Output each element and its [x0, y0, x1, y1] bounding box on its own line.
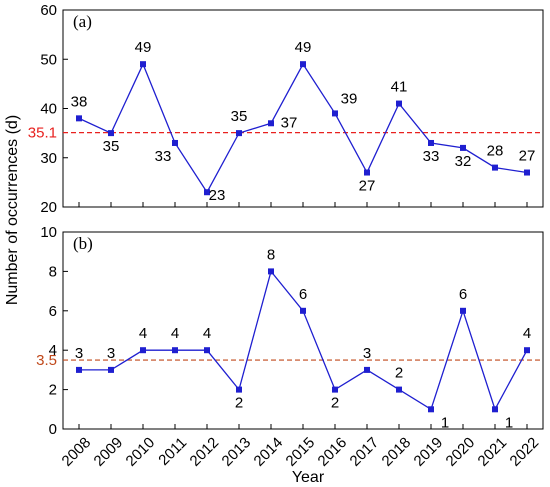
data-point: [268, 120, 274, 127]
data-label: 4: [203, 325, 211, 342]
plot-frame: [62, 231, 544, 430]
x-tick-label: 2022: [507, 434, 543, 470]
data-label: 3: [363, 345, 371, 362]
data-point: [396, 100, 402, 107]
data-label: 1: [441, 414, 449, 431]
data-point: [172, 347, 178, 354]
data-label: 32: [455, 153, 472, 170]
data-point: [140, 347, 146, 354]
data-point: [332, 110, 338, 117]
data-point: [492, 406, 498, 413]
data-point: [204, 189, 210, 196]
data-label: 4: [171, 325, 179, 342]
x-tick-label: 2011: [155, 434, 190, 469]
data-point: [236, 386, 242, 393]
x-tick-label: 2009: [91, 434, 127, 470]
data-point: [300, 61, 306, 68]
y-tick-label: 50: [40, 51, 57, 68]
y-tick-label: 60: [40, 2, 57, 19]
data-label: 3: [75, 345, 83, 362]
data-point: [396, 386, 402, 393]
data-point: [460, 144, 466, 151]
x-tick-label: 2008: [59, 434, 95, 470]
data-point: [428, 406, 434, 413]
data-label: 6: [299, 286, 307, 303]
y-tick-label: 2: [49, 382, 57, 399]
data-label: 27: [519, 148, 536, 165]
data-label: 39: [341, 90, 358, 107]
data-point: [428, 139, 434, 146]
x-tick-label: 2019: [411, 434, 447, 470]
data-label: 2: [395, 365, 403, 382]
x-tick-label: 2021: [475, 434, 511, 470]
data-label: 6: [459, 286, 467, 303]
data-label: 49: [295, 39, 312, 56]
data-label: 35: [231, 108, 248, 125]
y-tick-label: 4: [49, 342, 57, 359]
data-point: [236, 130, 242, 137]
y-tick-label: 10: [40, 224, 57, 241]
data-point: [524, 347, 530, 354]
x-tick-label: 2013: [219, 434, 255, 470]
x-tick-label: 2017: [347, 434, 383, 470]
data-label: 2: [331, 395, 339, 412]
panel-b: 0 2 4 6 8 10 3.5 3 3 4 4 4 2 8 6 2 3 2 1 6 1 4 (b) 200820092010…: [36, 224, 544, 470]
x-tick-label: 2014: [251, 434, 287, 470]
series-line: [78, 62, 528, 194]
panel-label: (a): [73, 12, 92, 31]
x-tick-label: 2020: [443, 434, 479, 470]
reference-line-label: 3.5: [36, 352, 57, 369]
x-tick-label: 2015: [283, 434, 319, 470]
data-label: 1: [505, 414, 513, 431]
y-tick-label: 30: [40, 150, 57, 167]
y-tick-label: 8: [49, 263, 57, 280]
x-axis-title: Year: [292, 469, 325, 486]
y-tick-label: 6: [49, 303, 57, 320]
y-tick-label: 20: [40, 199, 57, 216]
data-label: 49: [135, 39, 152, 56]
y-tick-label: 40: [40, 101, 57, 118]
x-tick-label: 2012: [187, 434, 223, 470]
x-tick-label: 2016: [315, 434, 351, 470]
data-label: 33: [155, 148, 172, 165]
data-point: [524, 169, 530, 176]
data-label: 38: [71, 93, 88, 110]
data-point: [460, 307, 466, 314]
reference-line-label: 35.1: [28, 125, 57, 142]
data-point: [492, 164, 498, 171]
data-point: [364, 366, 370, 373]
panel-label: (b): [73, 234, 93, 253]
panel-a: 20 30 40 50 60 35.1 38 35 49 33 23 35 37 49 39 27 41 33 32…: [28, 2, 544, 216]
data-point: [268, 268, 274, 275]
data-point: [172, 139, 178, 146]
data-label: 28: [487, 143, 504, 160]
y-axis-title: Number of occurrences (d): [4, 115, 21, 305]
data-label: 27: [359, 178, 376, 195]
data-point: [204, 347, 210, 354]
data-label: 23: [209, 187, 226, 204]
data-point: [108, 366, 114, 373]
data-label: 41: [391, 79, 408, 96]
data-point: [364, 169, 370, 176]
data-label: 2: [235, 395, 243, 412]
data-point: [108, 130, 114, 137]
data-point: [332, 386, 338, 393]
data-label: 35: [103, 138, 120, 155]
data-label: 4: [139, 325, 147, 342]
data-label: 33: [423, 148, 440, 165]
data-point: [76, 366, 82, 373]
data-point: [300, 307, 306, 314]
data-label: 8: [267, 246, 275, 263]
data-point: [140, 61, 146, 68]
data-label: 4: [523, 325, 531, 342]
data-point: [76, 115, 82, 122]
x-tick-label: 2018: [379, 434, 415, 470]
data-label: 3: [107, 345, 115, 362]
data-label: 37: [281, 114, 298, 131]
y-tick-label: 0: [49, 421, 57, 438]
x-tick-label: 2010: [123, 434, 159, 470]
